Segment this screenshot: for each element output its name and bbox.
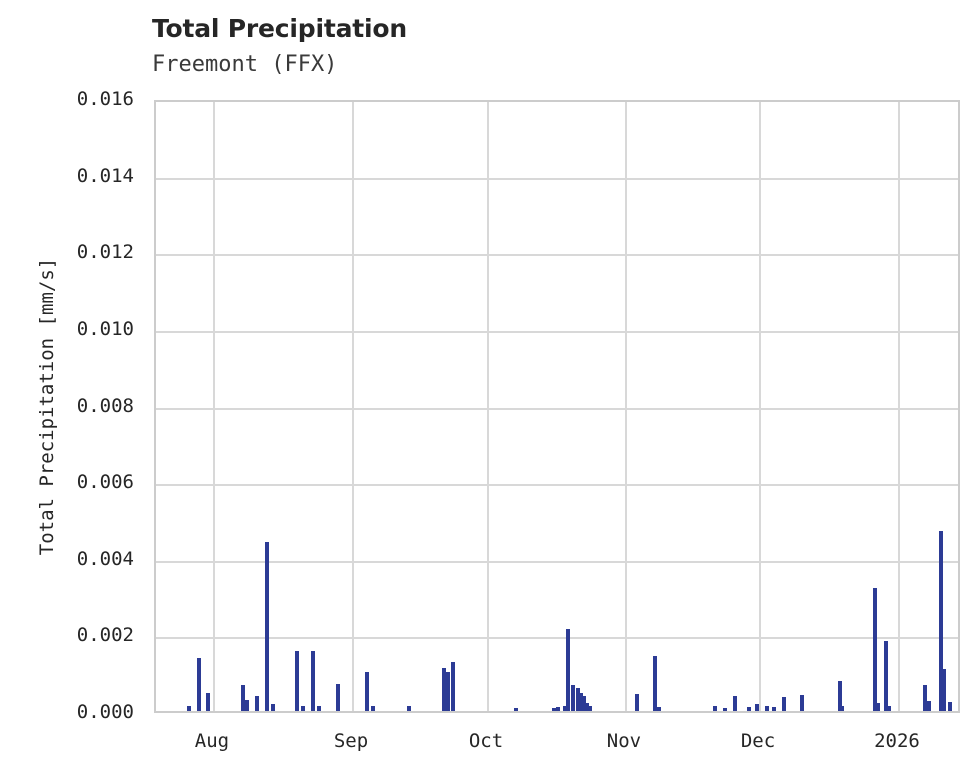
bar	[442, 668, 446, 711]
chart-subtitle: Freemont (FFX)	[152, 52, 338, 77]
bar	[446, 672, 450, 711]
bar	[514, 708, 518, 711]
bar	[336, 684, 340, 711]
gridline-vertical	[212, 102, 215, 711]
bar	[187, 706, 191, 711]
x-axis-tick-label: Oct	[468, 730, 504, 752]
bar	[653, 655, 657, 711]
bar	[255, 695, 259, 711]
bar	[765, 706, 769, 711]
bar	[923, 685, 927, 711]
gridline-horizontal	[156, 254, 958, 257]
bar	[887, 706, 891, 711]
bar	[582, 696, 586, 711]
bar	[588, 706, 592, 711]
gridline-vertical	[897, 102, 900, 711]
y-axis-tick-label: 0.002	[76, 624, 134, 647]
y-axis-tick-label: 0.000	[76, 701, 134, 723]
bar	[772, 706, 776, 711]
bar	[265, 542, 269, 711]
bar	[301, 706, 305, 711]
gridline-horizontal	[156, 484, 958, 487]
bar	[576, 688, 580, 711]
bar	[206, 692, 210, 711]
bar	[451, 661, 455, 711]
x-axis-tick-label: Dec	[740, 730, 776, 752]
bar	[371, 706, 375, 711]
bar	[556, 707, 560, 711]
bar	[552, 708, 556, 711]
bar	[365, 671, 369, 711]
gridline-horizontal	[156, 637, 958, 640]
bar	[635, 694, 639, 711]
bar	[713, 706, 717, 711]
bar	[197, 657, 201, 711]
gridline-vertical	[486, 102, 489, 711]
y-axis-tick-label: 0.004	[76, 547, 134, 570]
bar	[311, 650, 315, 711]
bar	[241, 684, 245, 711]
bar	[838, 680, 842, 711]
bar	[571, 684, 575, 711]
y-axis-tick-label: 0.014	[76, 164, 134, 187]
bar	[407, 706, 411, 711]
bar	[657, 706, 661, 711]
bar	[942, 668, 946, 711]
plot-area	[154, 100, 960, 713]
bar	[579, 693, 583, 711]
bar	[245, 699, 249, 711]
bar	[782, 696, 786, 711]
gridline-horizontal	[156, 407, 958, 410]
gridline-vertical	[759, 102, 762, 711]
gridline-vertical	[351, 102, 354, 711]
y-axis-tick-label: 0.012	[76, 241, 134, 264]
gridline-vertical	[624, 102, 627, 711]
gridline-horizontal	[156, 330, 958, 333]
bar	[876, 703, 880, 711]
bar	[800, 694, 804, 711]
chart-title: Total Precipitation	[152, 14, 407, 43]
bar	[884, 640, 888, 711]
x-axis-tick-label: Sep	[333, 730, 369, 752]
bar	[747, 706, 751, 711]
x-axis-tick-label: 2026	[874, 730, 920, 752]
x-axis-tick-label: Nov	[606, 730, 642, 752]
gridline-horizontal	[156, 177, 958, 180]
bar	[939, 530, 943, 711]
x-axis-tick-label: Aug	[194, 730, 230, 752]
bar	[295, 651, 299, 711]
y-axis-tick-label: 0.008	[76, 394, 134, 417]
bar	[585, 703, 589, 711]
gridline-horizontal	[156, 560, 958, 563]
bar	[723, 708, 727, 711]
y-axis-tick-label: 0.016	[76, 88, 134, 110]
bar	[840, 705, 844, 711]
bar	[733, 696, 737, 711]
bar	[271, 704, 275, 711]
bar	[566, 628, 570, 711]
bar	[948, 702, 952, 711]
bar	[563, 706, 567, 711]
bar	[873, 587, 877, 711]
bar	[755, 703, 759, 711]
y-axis-tick-label: 0.010	[76, 317, 134, 340]
bar	[927, 701, 931, 711]
bar	[317, 706, 321, 711]
y-axis-tick-label: 0.006	[76, 471, 134, 494]
